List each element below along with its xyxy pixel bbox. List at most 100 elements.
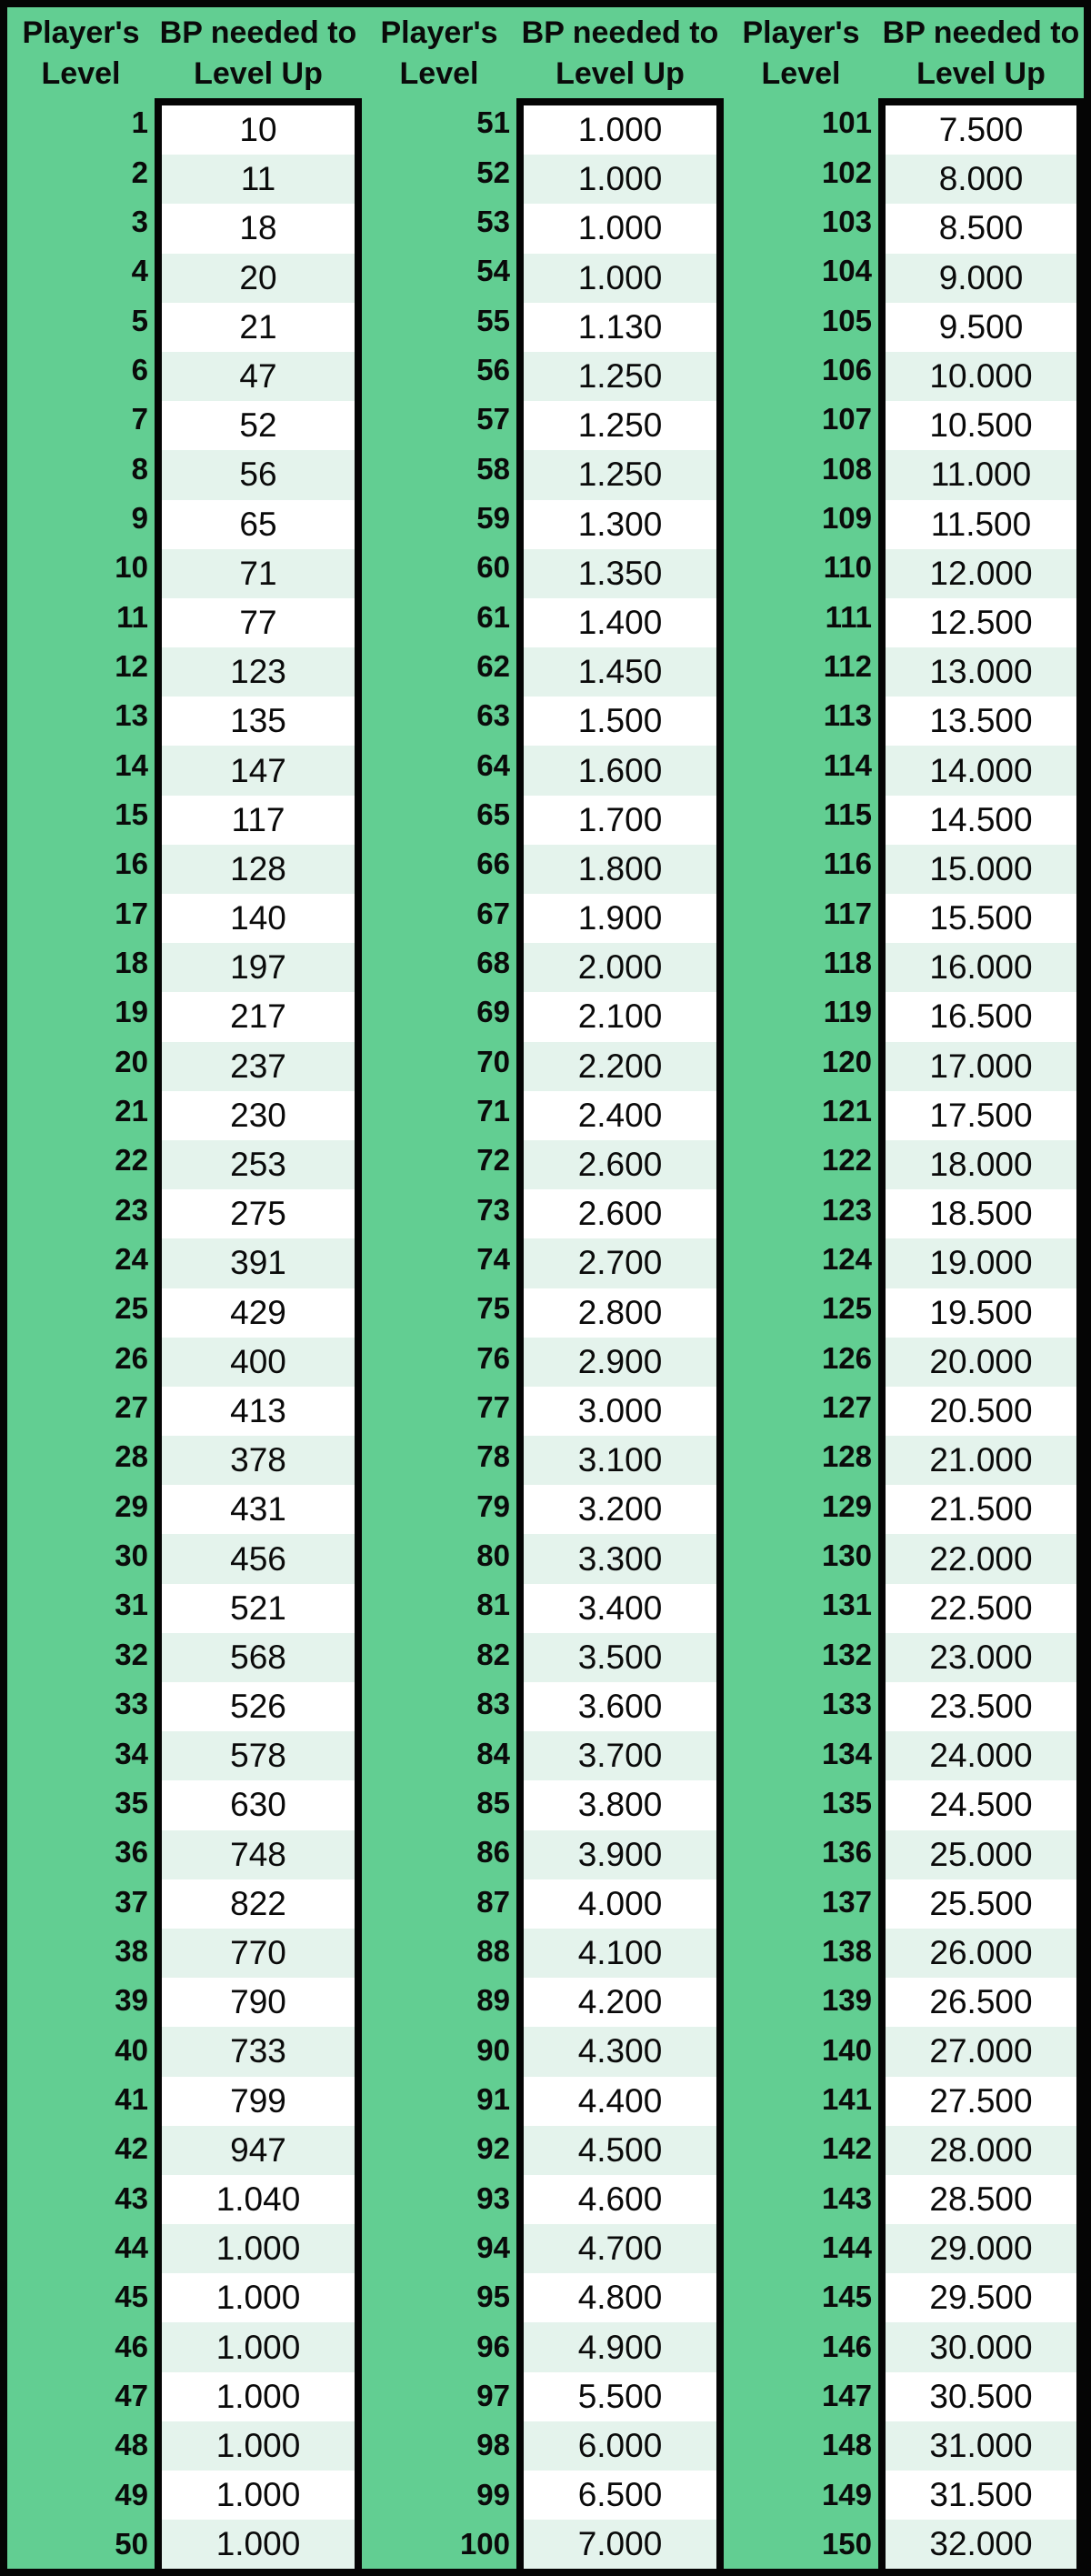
level-cell: 60 bbox=[476, 550, 510, 585]
bp-cell: 21.500 bbox=[886, 1485, 1076, 1535]
bp-cell: 253 bbox=[162, 1139, 355, 1190]
bp-cell: 10.000 bbox=[886, 351, 1076, 402]
level-cell: 105 bbox=[821, 303, 872, 337]
level-cell: 136 bbox=[821, 1835, 872, 1869]
level-cell: 18 bbox=[115, 946, 148, 980]
bp-cell: 14.500 bbox=[886, 795, 1076, 845]
bp-cell: 3.700 bbox=[524, 1731, 716, 1781]
bp-cell: 2.800 bbox=[524, 1288, 716, 1338]
level-cell: 64 bbox=[476, 747, 510, 782]
level-cell: 1 bbox=[131, 105, 148, 140]
bp-cell: 2.600 bbox=[524, 1189, 716, 1239]
bp-cell: 630 bbox=[162, 1780, 355, 1830]
level-cell: 109 bbox=[821, 500, 872, 535]
bp-cell: 2.700 bbox=[524, 1238, 716, 1288]
level-cell: 125 bbox=[821, 1291, 872, 1326]
level-cell: 31 bbox=[115, 1588, 148, 1622]
level-cell: 88 bbox=[476, 1933, 510, 1968]
level-cell: 3 bbox=[131, 204, 148, 238]
level-cell: 35 bbox=[115, 1785, 148, 1819]
level-cell: 80 bbox=[476, 1539, 510, 1573]
bp-cell: 71 bbox=[162, 548, 355, 598]
level-cell: 29 bbox=[115, 1488, 148, 1523]
level-cell: 82 bbox=[476, 1637, 510, 1671]
bp-cell: 1.000 bbox=[162, 2273, 355, 2323]
level-cell: 21 bbox=[115, 1094, 148, 1128]
level-cell: 145 bbox=[821, 2280, 872, 2314]
level-cell: 65 bbox=[476, 797, 510, 831]
bp-cell: 15.500 bbox=[886, 894, 1076, 944]
bp-cell: 147 bbox=[162, 746, 355, 796]
bp-cell: 2.200 bbox=[524, 1041, 716, 1091]
level-cell: 121 bbox=[821, 1094, 872, 1128]
level-cell: 75 bbox=[476, 1291, 510, 1326]
level-cell: 126 bbox=[821, 1340, 872, 1375]
bp-cell: 26.500 bbox=[886, 1978, 1076, 2028]
bp-cell: 429 bbox=[162, 1288, 355, 1338]
bp-cell: 947 bbox=[162, 2125, 355, 2175]
bp-cell: 275 bbox=[162, 1189, 355, 1239]
level-cell: 127 bbox=[821, 1390, 872, 1425]
bp-cell: 1.000 bbox=[162, 2371, 355, 2421]
level-cell: 58 bbox=[476, 451, 510, 486]
level-cell: 53 bbox=[476, 204, 510, 238]
bp-cell: 18 bbox=[162, 204, 355, 254]
level-cell: 147 bbox=[821, 2378, 872, 2412]
header-players-level-3: Player's Level bbox=[742, 15, 860, 91]
level-cell: 102 bbox=[821, 155, 872, 189]
bp-cell: 23.500 bbox=[886, 1682, 1076, 1732]
level-cell: 123 bbox=[821, 1192, 872, 1227]
level-cell: 17 bbox=[115, 896, 148, 930]
bp-cell: 197 bbox=[162, 943, 355, 993]
level-cell: 74 bbox=[476, 1242, 510, 1277]
level-cell: 66 bbox=[476, 847, 510, 881]
level-cell: 137 bbox=[821, 1884, 872, 1919]
bp-cell: 18.000 bbox=[886, 1139, 1076, 1190]
level-cell: 38 bbox=[115, 1933, 148, 1968]
level-cell: 116 bbox=[823, 847, 872, 881]
level-cell: 138 bbox=[821, 1933, 872, 1968]
level-cell: 79 bbox=[476, 1488, 510, 1523]
bp-cell: 3.800 bbox=[524, 1780, 716, 1830]
bp-cell: 733 bbox=[162, 2027, 355, 2077]
bp-cell: 4.300 bbox=[524, 2027, 716, 2077]
level-column-2: 51 52 53 54 55 56 57 58 59 60 61 62 63 64 65 66 67 68 69 70… bbox=[362, 98, 516, 2569]
bp-cell: 23.000 bbox=[886, 1632, 1076, 1682]
level-cell: 63 bbox=[476, 698, 510, 733]
bp-cell: 5.500 bbox=[524, 2371, 716, 2421]
level-cell: 34 bbox=[115, 1736, 148, 1770]
level-cell: 96 bbox=[476, 2329, 510, 2363]
bp-cell: 3.900 bbox=[524, 1829, 716, 1879]
level-cell: 68 bbox=[476, 946, 510, 980]
bp-cell: 456 bbox=[162, 1534, 355, 1584]
bp-cell: 1.000 bbox=[524, 155, 716, 205]
bp-cell: 8.500 bbox=[886, 204, 1076, 254]
level-cell: 33 bbox=[115, 1687, 148, 1721]
bp-cell: 22.000 bbox=[886, 1534, 1076, 1584]
bp-cell: 1.400 bbox=[524, 597, 716, 648]
level-cell: 87 bbox=[476, 1884, 510, 1919]
bp-cell: 3.200 bbox=[524, 1485, 716, 1535]
level-cell: 86 bbox=[476, 1835, 510, 1869]
bp-cell: 217 bbox=[162, 992, 355, 1042]
bp-cell: 1.000 bbox=[162, 2421, 355, 2471]
bp-cell: 28.000 bbox=[886, 2125, 1076, 2175]
level-cell: 148 bbox=[821, 2428, 872, 2462]
bp-cell: 9.500 bbox=[886, 302, 1076, 352]
bp-cell: 1.250 bbox=[524, 450, 716, 500]
bp-cell: 17.500 bbox=[886, 1090, 1076, 1140]
level-cell: 122 bbox=[821, 1143, 872, 1178]
bp-cell: 20 bbox=[162, 253, 355, 303]
bp-cell: 29.500 bbox=[886, 2273, 1076, 2323]
bp-cell: 135 bbox=[162, 697, 355, 747]
bp-cell: 4.600 bbox=[524, 2174, 716, 2225]
level-cell: 85 bbox=[476, 1785, 510, 1819]
level-cell: 112 bbox=[823, 648, 872, 683]
level-cell: 89 bbox=[476, 1983, 510, 2018]
bp-cell: 12.500 bbox=[886, 597, 1076, 648]
level-cell: 69 bbox=[476, 995, 510, 1029]
bp-cell: 4.000 bbox=[524, 1879, 716, 1929]
level-cell: 134 bbox=[821, 1736, 872, 1770]
bp-cell: 521 bbox=[162, 1583, 355, 1633]
